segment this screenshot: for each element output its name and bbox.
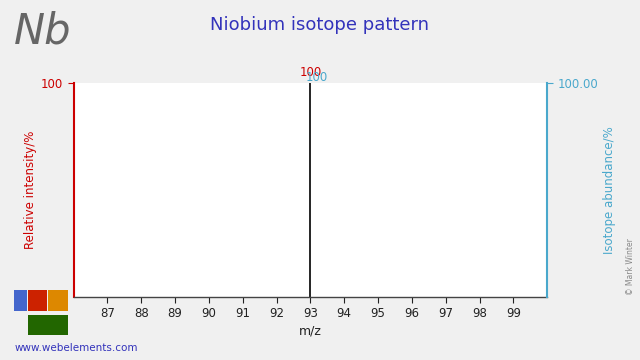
Text: Nb: Nb bbox=[14, 11, 72, 53]
Text: Niobium isotope pattern: Niobium isotope pattern bbox=[211, 16, 429, 34]
Text: © Mark Winter: © Mark Winter bbox=[626, 238, 635, 295]
Bar bbox=[28, 315, 68, 335]
Text: www.webelements.com: www.webelements.com bbox=[14, 343, 138, 353]
Bar bbox=[14, 290, 27, 311]
Y-axis label: Relative intensity/%: Relative intensity/% bbox=[24, 131, 36, 249]
Y-axis label: Isotope abundance/%: Isotope abundance/% bbox=[602, 126, 616, 254]
Text: 100: 100 bbox=[306, 71, 328, 84]
Text: 100: 100 bbox=[300, 66, 321, 78]
Bar bbox=[28, 290, 47, 311]
Bar bbox=[47, 290, 68, 311]
X-axis label: m/z: m/z bbox=[299, 325, 322, 338]
